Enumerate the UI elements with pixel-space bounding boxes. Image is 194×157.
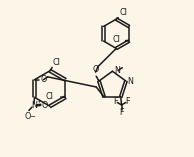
Text: O: O (25, 112, 31, 121)
Text: N: N (31, 101, 37, 110)
Text: −: − (29, 114, 35, 120)
Text: O: O (42, 101, 48, 110)
Text: F: F (126, 97, 130, 106)
Text: Cl: Cl (113, 35, 120, 44)
Text: Cl: Cl (53, 58, 61, 67)
Text: F: F (113, 97, 118, 106)
Text: N: N (114, 66, 120, 75)
Text: N: N (127, 77, 133, 86)
Text: Cl: Cl (46, 92, 54, 101)
Text: Cl: Cl (119, 8, 127, 17)
Text: O: O (40, 75, 47, 84)
Text: F: F (119, 108, 124, 117)
Text: O: O (92, 65, 99, 74)
Text: +: + (37, 99, 41, 104)
